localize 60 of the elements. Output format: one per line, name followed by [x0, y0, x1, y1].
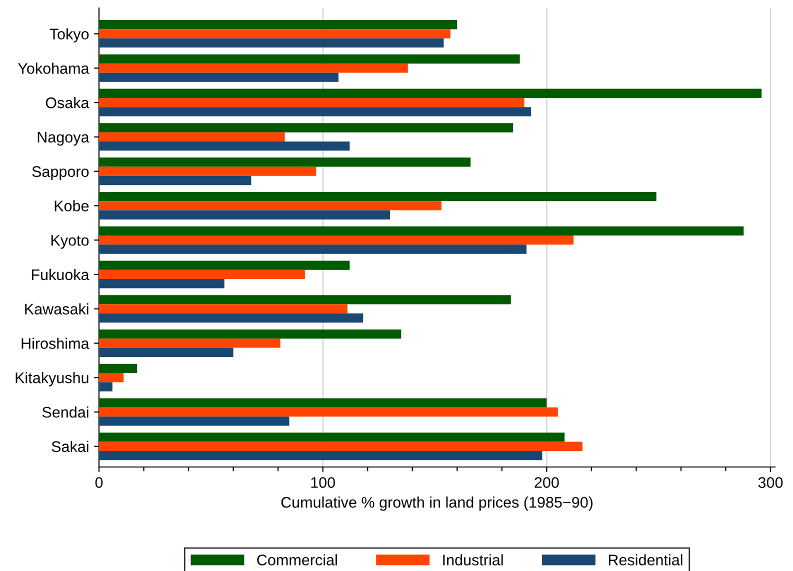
y-tick-label: Sapporo	[32, 166, 89, 180]
bar	[99, 416, 290, 426]
bar	[99, 192, 656, 202]
y-tick-label: Sendai	[42, 406, 88, 418]
legend-label: Industrial	[443, 554, 503, 566]
bar	[99, 313, 364, 323]
bar	[99, 166, 316, 176]
bar	[99, 88, 762, 98]
bar	[99, 226, 744, 236]
bar	[99, 98, 524, 108]
bar	[99, 270, 305, 280]
bar	[99, 64, 408, 73]
y-tick-label: Osaka	[46, 97, 90, 108]
y-tick-label: Hiroshima	[22, 338, 90, 349]
bar	[99, 72, 339, 82]
bar	[99, 54, 520, 64]
y-tick-label: Kitakyushu	[16, 372, 88, 386]
bar	[99, 442, 582, 451]
bar	[99, 132, 285, 142]
bar	[99, 304, 348, 314]
bar	[99, 348, 234, 357]
bar	[99, 176, 252, 186]
bar	[99, 142, 350, 151]
y-tick-label: Kobe	[54, 200, 89, 212]
bar	[99, 450, 542, 460]
bar	[99, 329, 402, 339]
bar	[99, 432, 565, 442]
legend-label: Commercial	[257, 554, 337, 566]
y-tick-label: Nagoya	[38, 132, 90, 146]
y-tick-label: Tokyo	[50, 28, 89, 42]
bar	[99, 260, 350, 270]
x-tick-label: 300	[758, 477, 783, 488]
bar	[99, 364, 138, 374]
bar	[99, 398, 547, 408]
bar	[99, 107, 532, 116]
bar	[99, 123, 514, 132]
y-tick-label: Fukuoka	[32, 268, 90, 280]
bar	[99, 29, 450, 38]
y-tick-label: Yokohama	[18, 62, 90, 74]
x-axis-title: Cumulative % growth in land prices (1985−90)	[281, 496, 593, 511]
bar	[99, 201, 442, 210]
bar	[99, 38, 444, 48]
bar	[99, 210, 390, 220]
x-tick-label: 100	[311, 477, 335, 488]
bar	[99, 373, 124, 382]
y-tick-label: Kawasaki	[25, 303, 88, 315]
bar	[99, 244, 527, 254]
bar	[99, 158, 471, 167]
legend-label: Residential	[608, 554, 682, 566]
bar	[99, 407, 558, 417]
x-tick-label: 200	[534, 477, 559, 488]
bar	[99, 235, 574, 245]
y-tick-label: Sakai	[52, 440, 88, 452]
bar	[99, 20, 458, 30]
y-tick-label: Kyoto	[51, 235, 89, 249]
bar	[99, 382, 112, 392]
bar	[99, 295, 511, 304]
x-tick-label: 0	[95, 477, 103, 488]
bar	[99, 338, 280, 348]
bar	[99, 279, 224, 288]
